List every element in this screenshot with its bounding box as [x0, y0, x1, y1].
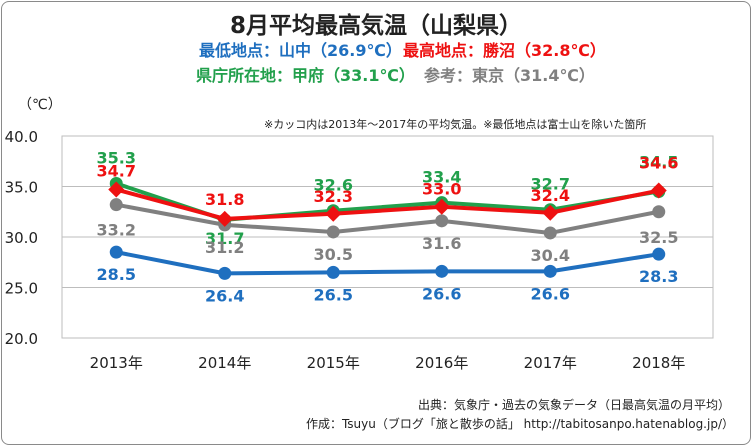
data-label-tokyo: 30.5: [314, 245, 353, 264]
y-axis-unit: （℃）: [18, 97, 62, 113]
y-tick-label: 30.0: [5, 229, 38, 247]
data-point-tokyo: [652, 205, 666, 219]
data-label-yamanaka: 26.5: [314, 285, 353, 304]
footnote: ※カッコ内は2013年〜2017年の平均気温。※最低地点は富士山を除いた箇所: [264, 118, 647, 131]
series-line-yamanaka: [115, 250, 660, 276]
series-line-katsunuma: [115, 187, 660, 221]
data-label-tokyo: 32.5: [639, 228, 678, 247]
x-tick-label: 2018年: [632, 354, 685, 372]
data-label-katsunuma: 32.4: [531, 186, 570, 205]
x-tick-label: 2013年: [90, 354, 143, 372]
data-label-kofu: 33.4: [422, 168, 461, 187]
data-label-tokyo: 30.4: [531, 246, 570, 265]
data-point-yamanaka: [109, 245, 123, 259]
data-label-tokyo: 31.2: [205, 238, 244, 257]
x-tick-label: 2017年: [524, 354, 577, 372]
data-label-yamanaka: 26.6: [422, 284, 461, 303]
data-point-yamanaka: [435, 264, 449, 278]
data-label-yamanaka: 26.6: [531, 284, 570, 303]
series-line-kofu: [115, 181, 660, 222]
data-point-yamanaka: [218, 266, 232, 280]
data-point-yamanaka: [652, 247, 666, 261]
data-point-yamanaka: [543, 264, 557, 278]
data-point-yamanaka: [326, 265, 340, 279]
data-label-yamanaka: 28.3: [639, 267, 678, 286]
data-point-katsunuma: [325, 205, 342, 222]
data-label-katsunuma: 33.0: [422, 180, 461, 199]
data-point-tokyo: [543, 226, 557, 240]
y-tick-label: 35.0: [5, 179, 38, 197]
data-label-yamanaka: 28.5: [97, 265, 136, 284]
author-credit: 作成：Tsuyu（ブログ「旅と散歩の話」 http://tabitosanpo.…: [305, 417, 734, 431]
data-label-kofu: 35.3: [97, 148, 136, 167]
data-point-tokyo: [435, 214, 449, 228]
y-tick-label: 20.0: [5, 330, 38, 348]
x-tick-label: 2014年: [198, 354, 251, 372]
data-label-kofu: 32.6: [314, 176, 353, 195]
data-point-katsunuma: [433, 198, 450, 215]
data-point-katsunuma: [216, 210, 233, 227]
data-label-tokyo: 33.2: [97, 221, 136, 240]
data-label-kofu: 34.5: [639, 153, 678, 172]
data-point-katsunuma: [542, 204, 559, 221]
data-label-katsunuma: 34.7: [97, 162, 136, 181]
subtitle-reference: 参考：東京（31.4℃）: [424, 66, 595, 85]
data-label-tokyo: 31.6: [422, 234, 461, 253]
x-tick-label: 2016年: [415, 354, 468, 372]
y-tick-label: 40.0: [5, 128, 38, 146]
subtitle-highest: 最高地点：勝沼（32.8℃）: [403, 41, 606, 60]
data-label-kofu: 31.7: [205, 229, 244, 248]
source-credit: 出典：気象庁・過去の気象データ（日最高気温の月平均）: [417, 398, 730, 412]
data-label-katsunuma: 34.6: [639, 154, 678, 173]
data-label-katsunuma: 32.3: [314, 187, 353, 206]
chart-title: 8月平均最高気温（山梨県）: [229, 13, 522, 39]
plot-area: [61, 135, 714, 339]
data-point-katsunuma: [108, 181, 125, 198]
data-label-katsunuma: 31.8: [205, 190, 244, 209]
x-tick-label: 2015年: [307, 354, 360, 372]
data-point-tokyo: [326, 225, 340, 239]
data-label-yamanaka: 26.4: [205, 286, 244, 305]
series-line-tokyo: [115, 202, 660, 235]
data-point-katsunuma: [650, 182, 667, 199]
subtitle-capital: 県庁所在地：甲府（33.1℃）: [196, 66, 415, 85]
subtitle-lowest: 最低地点：山中（26.9℃）: [199, 41, 402, 60]
y-tick-label: 25.0: [5, 280, 38, 298]
data-point-tokyo: [109, 198, 123, 212]
data-label-kofu: 32.7: [531, 175, 570, 194]
